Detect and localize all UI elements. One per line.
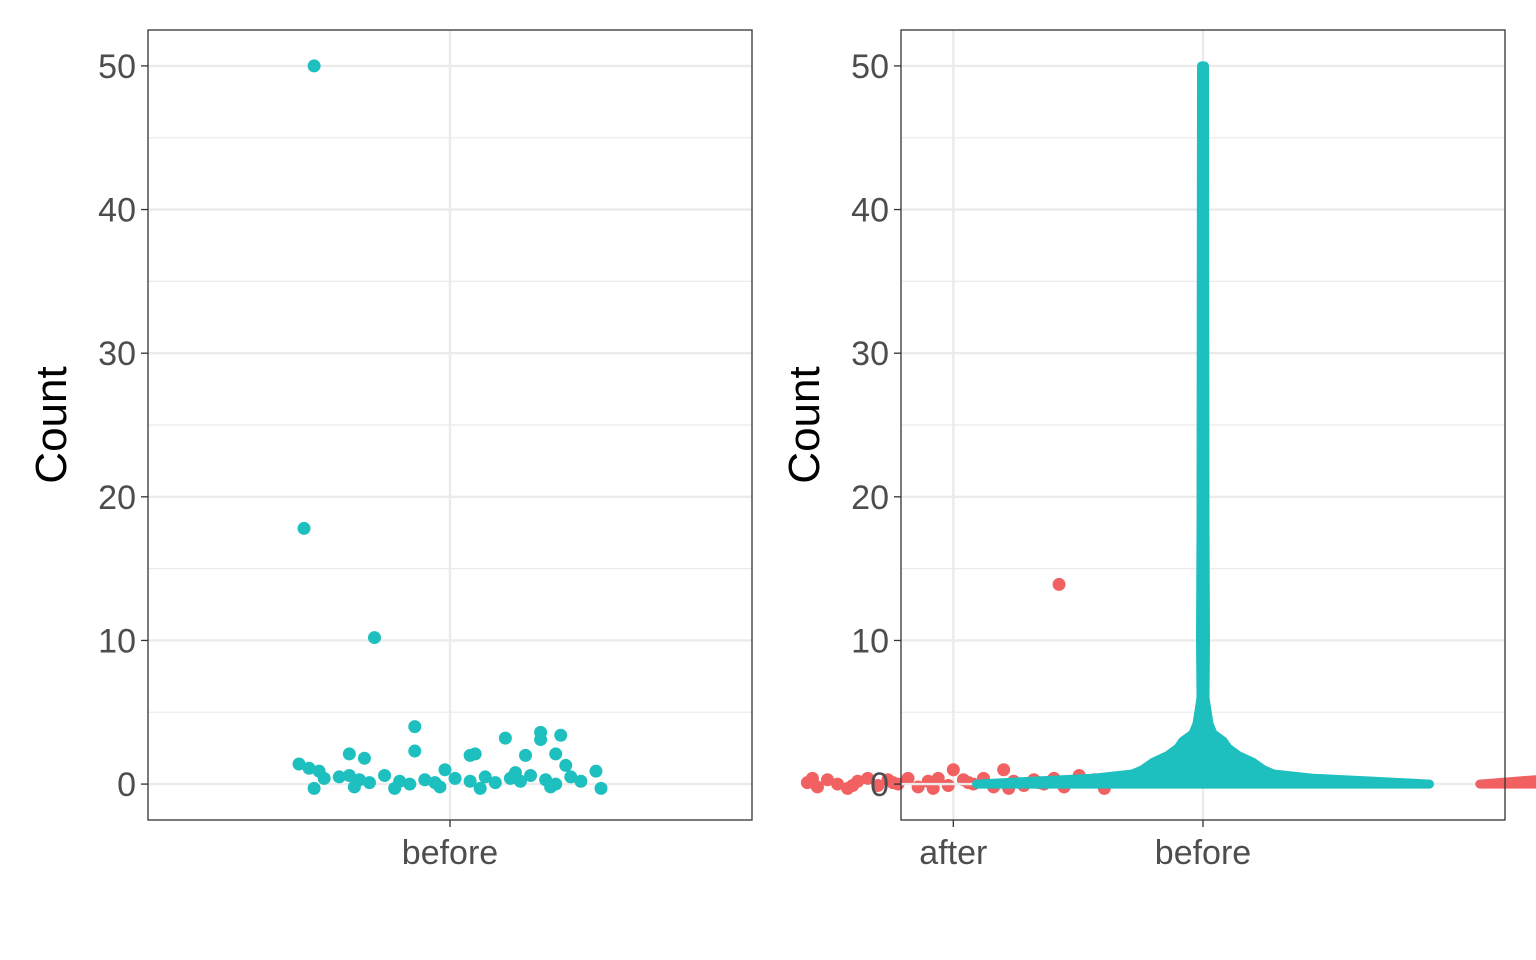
point-before <box>438 763 452 777</box>
violin-after <box>1475 775 1536 789</box>
point-before <box>307 59 321 73</box>
y-tick-label: 40 <box>851 192 889 230</box>
point-before <box>347 780 361 794</box>
y-tick-label: 0 <box>870 766 889 804</box>
point-after <box>941 779 955 793</box>
point-before <box>408 720 422 734</box>
x-tick-label-before: before <box>1155 834 1251 872</box>
point-before <box>473 781 487 795</box>
y-tick-label: 0 <box>117 766 136 804</box>
point-before <box>307 781 321 795</box>
point-before <box>403 777 417 791</box>
point-before <box>378 768 392 782</box>
point-before <box>418 773 432 787</box>
point-before <box>368 631 381 645</box>
point-after <box>846 779 860 793</box>
point-before <box>357 751 371 765</box>
point-before <box>342 747 356 761</box>
point-before <box>524 768 538 782</box>
y-axis-title-right: Count <box>780 366 829 483</box>
point-before <box>317 771 331 785</box>
y-tick-label: 50 <box>98 48 136 86</box>
point-before <box>574 774 588 788</box>
violin-before <box>972 61 1434 789</box>
point-before <box>448 771 462 785</box>
point-after <box>1052 577 1066 591</box>
point-before <box>559 758 573 772</box>
x-tick-label-before: before <box>402 834 498 872</box>
point-before <box>362 776 376 790</box>
point-after <box>997 763 1011 777</box>
point-after <box>901 771 915 785</box>
point-before <box>463 774 477 788</box>
y-tick-label: 30 <box>98 335 136 373</box>
y-tick-label: 10 <box>98 622 136 660</box>
point-before <box>534 733 548 747</box>
jitter-panel: Count 0 10 20 30 40 50 before after <box>27 29 1111 872</box>
y-tick-label: 20 <box>851 479 889 517</box>
point-after <box>871 779 885 793</box>
point-after <box>886 776 900 790</box>
y-axis-title-left: Count <box>27 366 76 483</box>
y-tick-label: 50 <box>851 48 889 86</box>
point-after <box>946 763 960 777</box>
point-before <box>292 757 306 771</box>
point-before <box>342 768 356 782</box>
y-tick-label: 30 <box>851 335 889 373</box>
point-before <box>498 731 512 745</box>
y-tick-label: 20 <box>98 479 136 517</box>
point-after <box>805 771 819 785</box>
point-after <box>831 777 845 791</box>
point-before <box>554 728 568 742</box>
point-before <box>589 764 603 778</box>
violin-panel: Count 0 10 20 30 40 50 before after <box>780 29 1536 872</box>
point-after <box>931 771 945 785</box>
y-tick-label: 10 <box>851 622 889 660</box>
y-tick-label: 40 <box>98 192 136 230</box>
point-before <box>297 521 311 535</box>
point-before <box>513 774 527 788</box>
point-before <box>519 748 532 762</box>
point-before <box>478 770 492 784</box>
point-after <box>861 771 875 785</box>
point-before <box>408 744 422 758</box>
point-before <box>388 781 402 795</box>
point-before <box>488 776 502 790</box>
point-before <box>302 761 316 775</box>
point-before <box>503 771 517 785</box>
point-before <box>332 770 346 784</box>
point-before <box>433 780 447 794</box>
point-after <box>961 776 975 790</box>
point-before <box>594 781 608 795</box>
point-before <box>544 780 558 794</box>
point-before <box>549 747 563 761</box>
x-tick-label-after: after <box>919 834 987 872</box>
point-after <box>821 773 834 787</box>
point-before <box>564 770 578 784</box>
point-before <box>468 747 482 761</box>
